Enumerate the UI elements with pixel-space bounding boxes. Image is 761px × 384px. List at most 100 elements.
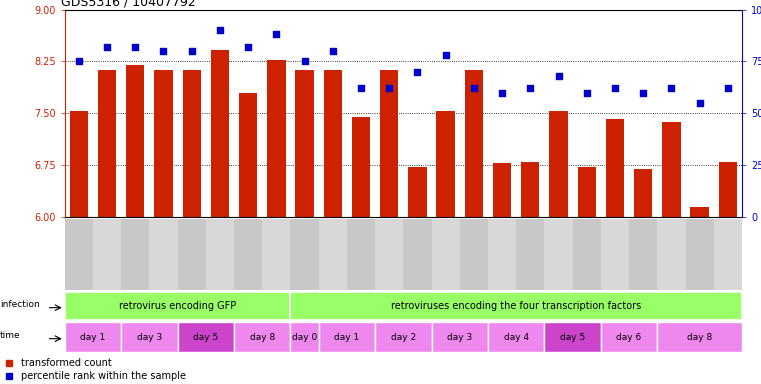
Text: day 1: day 1 <box>80 333 106 342</box>
Bar <box>578 167 596 217</box>
Point <box>552 73 565 79</box>
Point <box>214 27 226 33</box>
Bar <box>65 323 121 352</box>
Text: GDS5316 / 10407792: GDS5316 / 10407792 <box>62 0 196 8</box>
Point <box>298 58 310 65</box>
Text: transformed count: transformed count <box>21 358 112 368</box>
Point <box>637 89 649 96</box>
Text: time: time <box>0 331 21 340</box>
Bar <box>686 219 714 290</box>
Bar <box>177 219 205 290</box>
Bar <box>65 293 291 320</box>
Text: day 3: day 3 <box>447 333 473 342</box>
Bar <box>488 323 544 352</box>
Point <box>270 31 282 38</box>
Bar <box>69 111 88 217</box>
Bar <box>234 323 291 352</box>
Bar <box>431 219 460 290</box>
Point <box>721 85 734 91</box>
Point <box>440 52 452 58</box>
Bar <box>154 70 173 217</box>
Text: infection: infection <box>0 300 40 309</box>
Bar <box>658 323 742 352</box>
Bar <box>183 70 201 217</box>
Bar <box>408 167 427 217</box>
Text: day 8: day 8 <box>687 333 712 342</box>
Bar <box>544 219 573 290</box>
Bar <box>544 323 601 352</box>
Text: day 2: day 2 <box>390 333 416 342</box>
Bar <box>121 323 177 352</box>
Point <box>524 85 537 91</box>
Point <box>355 85 367 91</box>
Bar <box>211 50 229 217</box>
Bar <box>488 219 516 290</box>
Bar <box>291 293 742 320</box>
Point <box>186 48 198 54</box>
Bar <box>177 323 234 352</box>
Text: percentile rank within the sample: percentile rank within the sample <box>21 371 186 381</box>
Bar <box>658 219 686 290</box>
Bar <box>205 219 234 290</box>
Bar <box>375 323 431 352</box>
Bar <box>662 122 680 217</box>
Bar <box>347 219 375 290</box>
Point <box>242 44 254 50</box>
Bar <box>572 219 601 290</box>
Text: day 6: day 6 <box>616 333 642 342</box>
Text: day 8: day 8 <box>250 333 275 342</box>
Point <box>383 85 395 91</box>
Bar <box>295 70 314 217</box>
Bar <box>380 70 399 217</box>
Bar <box>319 219 347 290</box>
Bar <box>601 323 658 352</box>
Bar <box>714 219 742 290</box>
Text: retroviruses encoding the four transcription factors: retroviruses encoding the four transcrip… <box>391 301 642 311</box>
Bar <box>291 323 319 352</box>
Bar <box>352 117 370 217</box>
Bar <box>465 70 483 217</box>
Bar <box>121 219 149 290</box>
Text: retrovirus encoding GFP: retrovirus encoding GFP <box>119 301 236 311</box>
Point <box>468 85 480 91</box>
Text: day 5: day 5 <box>193 333 218 342</box>
Bar <box>263 219 291 290</box>
Bar <box>606 119 624 217</box>
Point <box>665 85 677 91</box>
Bar <box>601 219 629 290</box>
Bar <box>431 323 488 352</box>
Bar <box>521 162 540 217</box>
Bar <box>493 163 511 217</box>
Bar <box>234 219 263 290</box>
Bar <box>516 219 544 290</box>
Bar <box>93 219 121 290</box>
Text: day 4: day 4 <box>504 333 529 342</box>
Bar <box>291 219 319 290</box>
Bar <box>549 111 568 217</box>
Bar <box>460 219 488 290</box>
Text: day 3: day 3 <box>137 333 162 342</box>
Point <box>609 85 621 91</box>
Text: day 0: day 0 <box>292 333 317 342</box>
Point <box>73 58 85 65</box>
Bar <box>718 162 737 217</box>
Point <box>581 89 593 96</box>
Bar <box>629 219 658 290</box>
Text: day 1: day 1 <box>334 333 359 342</box>
Point <box>129 44 142 50</box>
Bar <box>437 111 455 217</box>
Bar <box>65 219 93 290</box>
Bar <box>319 323 375 352</box>
Point <box>412 69 424 75</box>
Bar <box>98 70 116 217</box>
Bar <box>403 219 431 290</box>
Point <box>326 48 339 54</box>
Bar <box>634 169 652 217</box>
Bar <box>149 219 177 290</box>
Point <box>158 48 170 54</box>
Point <box>101 44 113 50</box>
Bar <box>690 207 708 217</box>
Text: day 5: day 5 <box>560 333 585 342</box>
Bar <box>323 70 342 217</box>
Point <box>496 89 508 96</box>
